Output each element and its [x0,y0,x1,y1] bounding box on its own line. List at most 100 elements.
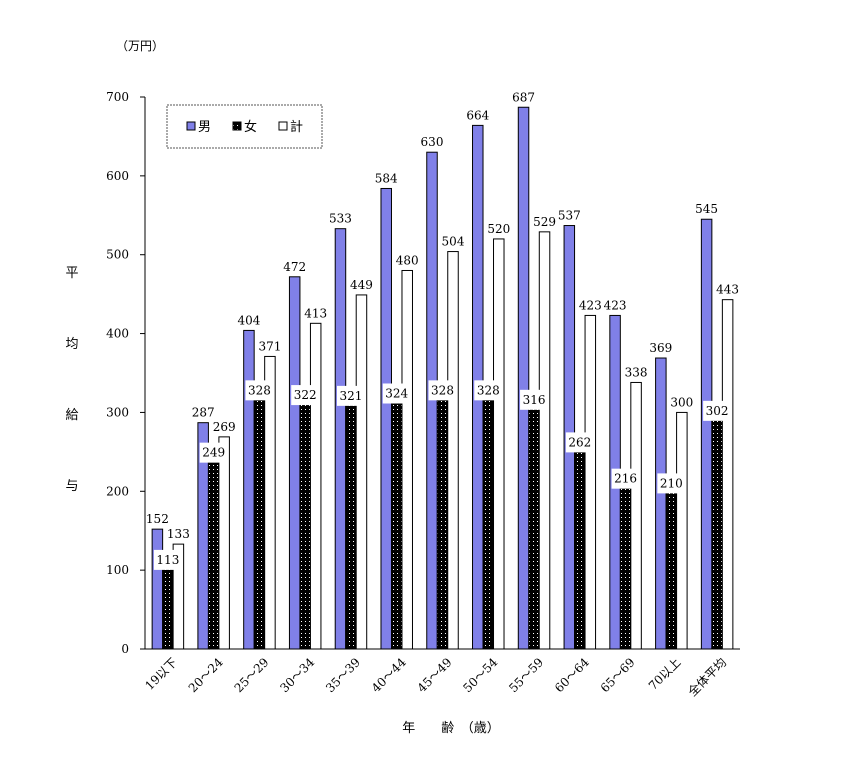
data-label-total: 443 [716,283,739,297]
y-tick-label: 500 [106,248,129,262]
y-tick-label: 0 [121,642,129,656]
data-label-female: 328 [477,383,500,397]
x-category-label: 20～24 [186,655,226,695]
x-category-label: 50～54 [460,655,500,695]
bar-total [493,238,505,650]
data-label-male: 687 [512,90,535,104]
bar-total [447,251,459,650]
data-label-total: 520 [487,222,510,236]
bar-female [619,478,632,650]
data-label-female: 316 [523,393,546,407]
data-label-female-box [336,385,365,406]
legend-swatch-male [186,121,196,131]
y-tick-label: 200 [106,484,129,498]
data-label-male: 423 [604,298,627,312]
data-label-female: 210 [660,476,683,490]
data-label-female-box [703,400,732,421]
x-category-label: 19以下 [142,655,180,693]
bar-total [172,543,185,650]
data-label-female-box [428,380,457,401]
bar-total [538,231,551,650]
bar-female [162,559,174,650]
legend-label-total: 計 [290,119,303,135]
bar-total [401,269,413,650]
data-label-female-box [565,432,594,453]
y-tick-label: 100 [106,563,129,577]
data-label-total: 133 [167,527,190,541]
bar-female [436,389,449,650]
bar-female [345,395,357,650]
bar-total [309,322,322,650]
y-axis-title-char: 均 [65,337,78,352]
bar-male [655,357,667,650]
data-label-female: 324 [385,387,408,401]
legend-label-female: 女 [244,119,257,135]
bar-female [299,394,311,650]
legend-label-male: 男 [198,120,211,135]
data-label-female-box [291,385,320,406]
x-category-label: 35～39 [323,655,363,695]
bar-male [243,329,255,650]
bar-female [390,393,403,650]
data-label-male: 369 [649,341,672,355]
y-tick-label: 700 [106,90,129,104]
data-label-total: 371 [258,339,281,353]
bar-female [574,441,586,650]
bar-male [517,106,530,650]
bar-female [482,389,495,650]
data-label-total: 449 [350,278,373,292]
x-category-label: 55～59 [506,655,546,695]
bar-male [700,218,713,650]
x-category-label: 65～69 [598,655,638,695]
data-label-total: 269 [213,420,236,434]
data-label-total: 300 [670,395,693,409]
x-axis-title: 年 齢 （歳） [402,721,500,736]
data-label-total: 423 [579,298,602,312]
y-tick-label: 300 [106,405,129,419]
x-axis-category-labels: 19以下 20～24 25～29 30～34 35～39 40～44 45～49 50～54 5… [142,655,729,700]
bar-total [218,436,230,650]
data-label-female: 328 [248,383,271,397]
bar-male [380,187,392,650]
bar-female [253,389,266,650]
data-label-female: 216 [614,472,637,486]
bar-male [426,151,438,650]
x-category-label: 25～29 [232,655,272,695]
bar-male [334,228,347,650]
data-label-female-box [245,380,274,401]
data-label-female: 321 [340,389,363,403]
bar-male [288,276,301,650]
data-label-female: 113 [156,553,179,567]
x-category-label: 70以上 [646,655,684,693]
data-label-female-box [153,549,182,570]
data-label-female-box [199,442,228,463]
data-label-total: 504 [442,235,465,249]
unit-label: （万円） [116,39,164,53]
y-axis-title-char: 給 [65,408,78,423]
bar-female [665,482,678,650]
data-label-total: 413 [304,306,327,320]
data-label-male: 152 [146,512,169,526]
data-label-total: 338 [625,365,648,379]
data-label-total: 529 [533,215,556,229]
data-label-male: 404 [237,313,260,327]
legend-swatch-total [278,121,288,131]
bar-total [630,381,642,650]
data-label-female-box [657,473,686,494]
x-category-label: 60～64 [552,655,592,695]
data-label-female: 328 [431,383,454,397]
data-label-female: 322 [294,388,317,402]
data-label-male: 537 [558,209,581,223]
bar-female [528,399,540,650]
data-label-male: 664 [466,108,489,122]
data-label-female: 302 [706,404,729,418]
bar-female [711,410,723,650]
data-label-female-box [520,389,549,410]
x-category-label: 40～44 [369,655,409,695]
bar-total [355,294,368,650]
legend: 男 女 計 [166,104,323,149]
y-tick-label: 400 [106,327,129,341]
bar-female [207,452,220,650]
